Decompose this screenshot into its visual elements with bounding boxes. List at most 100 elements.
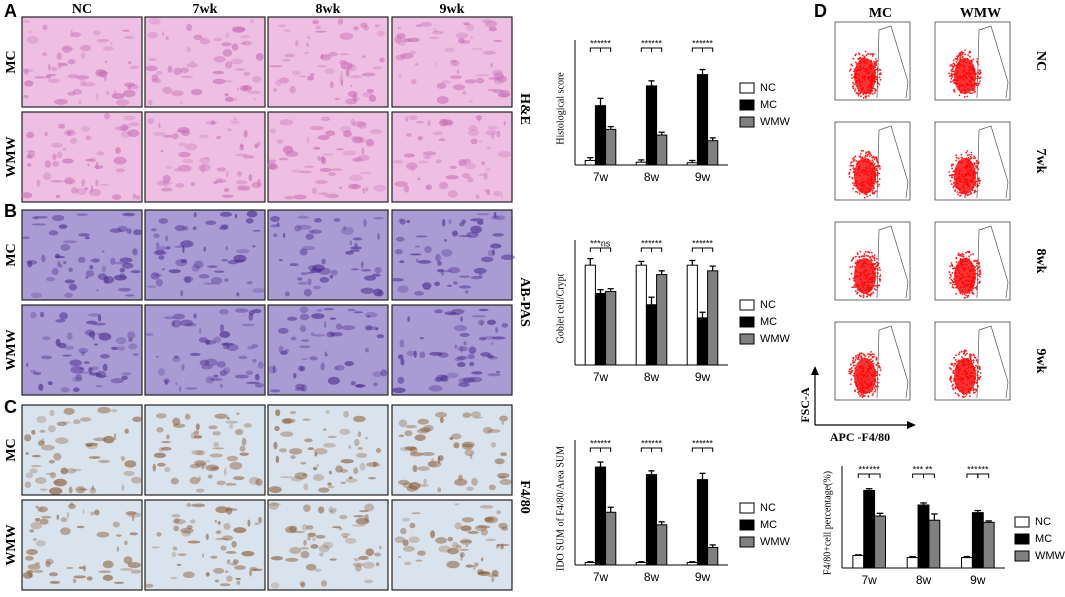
tissue-texture <box>35 215 48 219</box>
event-dot <box>964 53 966 56</box>
event-dot <box>949 276 951 279</box>
tissue-texture <box>166 246 171 250</box>
tissue-texture <box>55 319 66 323</box>
event-dot <box>871 190 874 193</box>
tissue-texture <box>268 486 282 493</box>
tissue-texture <box>460 345 463 353</box>
event-dot <box>875 265 878 268</box>
tissue-texture <box>460 316 463 322</box>
legend-swatch <box>739 99 755 111</box>
tissue-texture <box>463 341 467 346</box>
tissue-texture <box>314 568 322 573</box>
tissue-texture <box>300 272 309 276</box>
event-dot <box>955 156 958 159</box>
bar <box>645 474 658 566</box>
x-tick-label: 7w <box>593 570 609 584</box>
tissue-texture <box>462 412 472 418</box>
tissue-texture <box>487 373 501 377</box>
x-tick-label: 8w <box>644 370 660 384</box>
tissue-texture <box>419 337 425 340</box>
event-dot <box>870 293 873 295</box>
event-dot <box>972 353 975 356</box>
tissue-texture <box>417 177 421 181</box>
event-dot <box>873 254 876 256</box>
event-dot <box>952 173 954 176</box>
bar <box>982 521 995 569</box>
tissue-texture <box>94 343 98 346</box>
event-dot <box>975 60 978 63</box>
tissue-texture <box>104 112 111 120</box>
tissue-texture <box>316 464 319 467</box>
tissue-texture <box>193 313 197 319</box>
event-dot <box>855 255 857 258</box>
event-dot <box>871 89 874 92</box>
x-tick-label: 9w <box>970 573 986 587</box>
event-dot <box>952 80 954 82</box>
tissue-texture <box>160 187 173 192</box>
tissue-texture <box>216 167 227 172</box>
significance-label: *** <box>692 238 703 248</box>
tissue-texture <box>135 195 141 200</box>
tissue-texture <box>357 447 363 450</box>
tissue-texture <box>172 518 186 525</box>
tissue-texture <box>394 536 405 543</box>
tissue-texture <box>342 535 348 539</box>
tissue-texture <box>459 222 465 227</box>
tissue-texture <box>279 448 287 453</box>
tissue-texture <box>289 448 303 455</box>
tissue-texture <box>129 65 140 70</box>
row-label: MC <box>4 243 19 266</box>
tissue-texture <box>116 546 119 552</box>
event-dot <box>860 355 862 357</box>
tissue-texture <box>112 521 120 528</box>
event-dot <box>957 393 959 396</box>
event-dot <box>859 92 862 95</box>
tissue-texture <box>353 415 366 423</box>
tissue-texture <box>373 382 378 387</box>
tissue-texture <box>373 288 383 297</box>
tissue-texture <box>372 66 382 70</box>
event-dot <box>878 172 880 175</box>
tissue-texture <box>171 90 184 97</box>
tissue-texture <box>44 131 48 136</box>
tissue-texture <box>461 219 467 224</box>
tissue-texture <box>59 263 63 269</box>
event-dot <box>951 163 953 166</box>
event-dot <box>979 375 982 378</box>
stain-label: AB-PAS <box>517 277 532 327</box>
event-dot <box>977 82 980 85</box>
tissue-texture <box>124 428 129 434</box>
tissue-texture <box>111 194 122 200</box>
tissue-texture <box>469 453 473 460</box>
tissue-texture <box>27 563 41 570</box>
tissue-texture <box>314 30 327 33</box>
bar <box>594 466 607 566</box>
tissue-texture <box>294 387 306 391</box>
event-dot <box>967 54 970 56</box>
tissue-texture <box>51 142 63 148</box>
tissue-texture <box>38 383 44 391</box>
event-dot <box>948 271 951 273</box>
tissue-texture <box>459 285 472 289</box>
tissue-texture <box>189 352 201 356</box>
stain-label: H&E <box>517 93 532 125</box>
tissue-texture <box>421 452 435 457</box>
tissue-texture <box>433 28 438 33</box>
tissue-texture <box>80 44 92 52</box>
tissue-texture <box>477 525 491 529</box>
legend-label: WMW <box>760 536 791 548</box>
legend-label: MC <box>760 519 777 531</box>
event-dot <box>875 363 878 366</box>
tissue-texture <box>429 36 440 40</box>
tissue-texture <box>241 40 252 46</box>
legend-swatch <box>739 333 755 345</box>
tissue-texture <box>458 377 471 384</box>
event-dot <box>862 296 865 298</box>
tissue-texture <box>41 254 46 263</box>
tissue-texture <box>204 358 218 367</box>
tissue-texture <box>99 183 110 186</box>
tissue-texture <box>230 120 240 125</box>
tissue-texture <box>99 353 110 359</box>
tissue-texture <box>488 26 497 32</box>
tissue-texture <box>83 361 90 364</box>
